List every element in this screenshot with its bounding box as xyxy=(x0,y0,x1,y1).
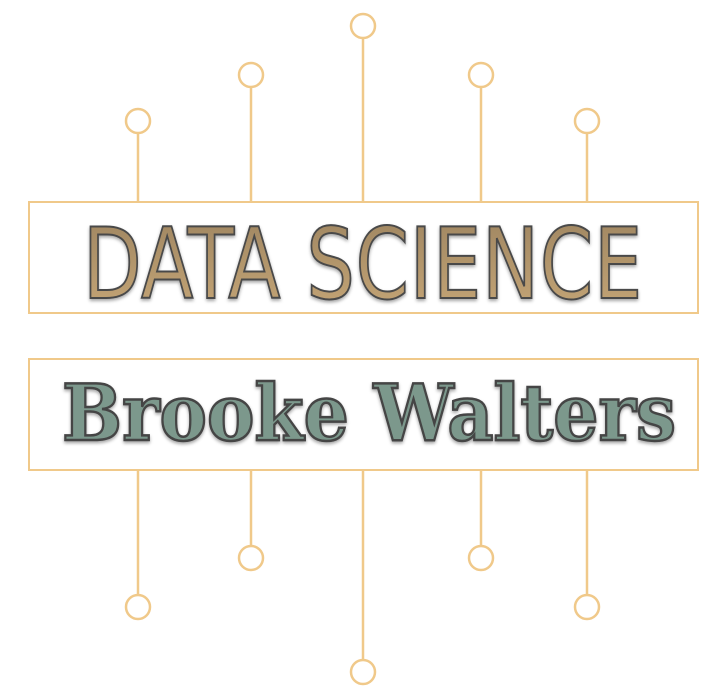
bottom-circuit-lines xyxy=(124,470,601,686)
logo-title: DATA SCIENCE xyxy=(83,208,643,322)
circuit-node-icon xyxy=(349,12,377,40)
circuit-node-icon xyxy=(124,593,152,621)
title-box xyxy=(28,201,699,314)
circuit-node-icon xyxy=(124,107,152,135)
circuit-node-icon xyxy=(573,107,601,135)
circuit-node-icon xyxy=(237,61,265,89)
circuit-node-icon xyxy=(573,593,601,621)
circuit-node-icon xyxy=(467,61,495,89)
name-box xyxy=(28,358,699,471)
top-circuit-lines xyxy=(124,12,601,202)
circuit-node-icon xyxy=(349,658,377,686)
circuit-node-icon xyxy=(237,544,265,572)
logo-name: Brooke Walters xyxy=(62,368,676,459)
circuit-node-icon xyxy=(467,544,495,572)
